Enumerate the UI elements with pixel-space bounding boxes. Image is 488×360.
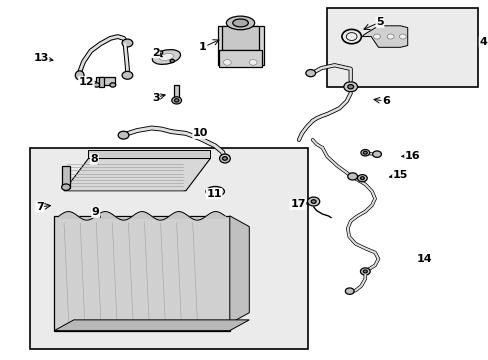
Ellipse shape — [219, 154, 230, 163]
Ellipse shape — [363, 270, 366, 273]
Ellipse shape — [61, 184, 70, 190]
Polygon shape — [64, 158, 210, 191]
Ellipse shape — [373, 34, 380, 39]
Ellipse shape — [158, 51, 163, 54]
Polygon shape — [229, 216, 249, 323]
Ellipse shape — [159, 53, 173, 60]
Ellipse shape — [363, 151, 366, 154]
Text: 1: 1 — [199, 42, 206, 52]
Ellipse shape — [222, 157, 227, 160]
Text: 12: 12 — [79, 77, 94, 87]
Ellipse shape — [223, 59, 231, 65]
Ellipse shape — [386, 34, 393, 39]
Bar — [61, 166, 70, 188]
Text: 14: 14 — [416, 254, 432, 264]
Bar — [219, 50, 262, 67]
Text: 11: 11 — [206, 189, 222, 199]
Text: 5: 5 — [375, 17, 383, 27]
Ellipse shape — [360, 149, 369, 156]
Ellipse shape — [170, 59, 174, 63]
Bar — [326, 8, 477, 87]
Ellipse shape — [118, 131, 129, 139]
Ellipse shape — [75, 71, 84, 80]
Ellipse shape — [310, 200, 315, 203]
Ellipse shape — [307, 197, 319, 206]
Text: 4: 4 — [478, 37, 486, 47]
Ellipse shape — [360, 268, 369, 275]
Bar — [174, 85, 179, 99]
Bar — [217, 26, 264, 65]
Polygon shape — [88, 149, 210, 158]
Bar — [222, 26, 259, 50]
Ellipse shape — [360, 177, 364, 180]
Ellipse shape — [205, 186, 224, 197]
Ellipse shape — [343, 82, 357, 92]
Ellipse shape — [94, 83, 100, 87]
Ellipse shape — [345, 288, 353, 294]
Bar — [96, 77, 115, 85]
Ellipse shape — [110, 83, 116, 87]
Text: 3: 3 — [152, 93, 159, 103]
Text: 16: 16 — [404, 150, 420, 161]
Text: 15: 15 — [392, 170, 407, 180]
Text: 2: 2 — [151, 48, 159, 58]
Text: 7: 7 — [36, 202, 43, 212]
Text: 10: 10 — [192, 129, 208, 138]
Ellipse shape — [210, 189, 219, 194]
Text: 13: 13 — [33, 53, 49, 63]
Ellipse shape — [152, 50, 180, 64]
Ellipse shape — [232, 19, 248, 27]
Polygon shape — [362, 26, 407, 47]
Bar — [99, 77, 104, 87]
Ellipse shape — [122, 39, 133, 47]
Ellipse shape — [347, 173, 357, 180]
Bar — [30, 148, 307, 348]
Text: 8: 8 — [90, 154, 98, 164]
Ellipse shape — [226, 16, 254, 30]
Ellipse shape — [171, 97, 181, 104]
Ellipse shape — [347, 85, 353, 89]
Ellipse shape — [357, 175, 366, 182]
Polygon shape — [54, 320, 249, 330]
Text: 17: 17 — [290, 199, 305, 210]
Text: 9: 9 — [92, 207, 100, 217]
Ellipse shape — [372, 151, 381, 157]
Ellipse shape — [305, 69, 315, 77]
Ellipse shape — [399, 34, 406, 39]
Ellipse shape — [174, 99, 179, 102]
Ellipse shape — [249, 59, 257, 65]
Text: 6: 6 — [381, 96, 389, 106]
Polygon shape — [54, 216, 229, 330]
Ellipse shape — [122, 71, 133, 79]
